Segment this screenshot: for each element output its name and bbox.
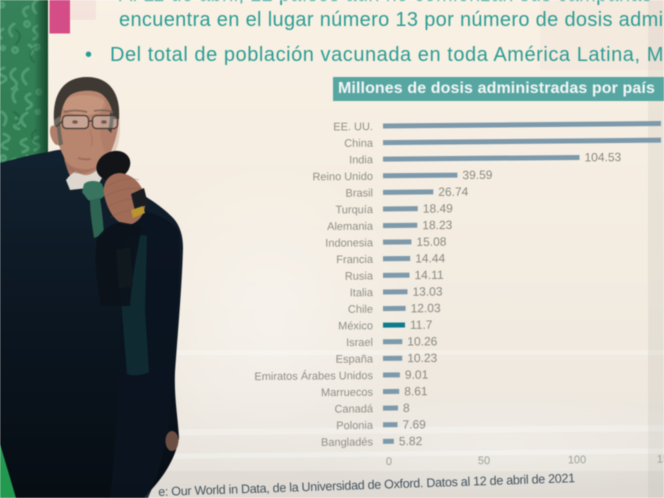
svg-text:13.03: 13.03	[413, 284, 443, 298]
svg-text:26.74: 26.74	[438, 185, 468, 199]
svg-text:EE. UU.: EE. UU.	[333, 121, 373, 133]
svg-text:104.53: 104.53	[585, 150, 622, 164]
svg-text:Polonia: Polonia	[336, 420, 374, 432]
svg-text:10.26: 10.26	[407, 334, 437, 348]
svg-text:China: China	[344, 138, 374, 150]
svg-text:18.49: 18.49	[423, 201, 453, 215]
svg-text:39.59: 39.59	[462, 168, 492, 182]
svg-text:100: 100	[568, 454, 586, 466]
svg-text:0: 0	[386, 456, 392, 468]
svg-text:8.61: 8.61	[404, 384, 428, 398]
svg-text:Indonesia: Indonesia	[325, 237, 374, 249]
svg-text:Brasil: Brasil	[345, 187, 373, 199]
svg-text:14.44: 14.44	[415, 251, 445, 265]
svg-text:España: España	[336, 353, 374, 365]
svg-text:7.69: 7.69	[403, 417, 427, 431]
svg-text:8: 8	[403, 401, 410, 415]
svg-text:Canadá: Canadá	[334, 403, 373, 415]
svg-text:Bangladés: Bangladés	[321, 436, 373, 448]
svg-text:50: 50	[478, 455, 490, 467]
svg-text:11.7: 11.7	[410, 318, 433, 332]
svg-text:15.08: 15.08	[416, 235, 446, 249]
svg-text:Emiratos Árabes Unidos: Emiratos Árabes Unidos	[254, 369, 373, 383]
svg-text:150: 150	[657, 453, 664, 465]
svg-text:India: India	[349, 154, 374, 166]
svg-text:14.11: 14.11	[415, 268, 444, 282]
svg-text:Marruecos: Marruecos	[321, 387, 373, 399]
svg-text:Rusia: Rusia	[345, 270, 374, 282]
svg-text:5.82: 5.82	[399, 434, 423, 448]
svg-text:Reino Unido: Reino Unido	[312, 171, 373, 184]
svg-text:Francia: Francia	[336, 254, 374, 266]
svg-text:18.23: 18.23	[422, 218, 452, 232]
svg-text:10.23: 10.23	[407, 351, 437, 365]
svg-text:Italia: Italia	[350, 287, 374, 299]
svg-text:Chile: Chile	[348, 304, 373, 316]
svg-text:9.01: 9.01	[405, 368, 429, 382]
svg-text:12.03: 12.03	[411, 301, 441, 315]
svg-text:Alemania: Alemania	[327, 221, 374, 233]
svg-text:México: México	[338, 320, 373, 332]
svg-text:Israel: Israel	[346, 337, 373, 349]
svg-text:Turquía: Turquía	[335, 204, 373, 216]
